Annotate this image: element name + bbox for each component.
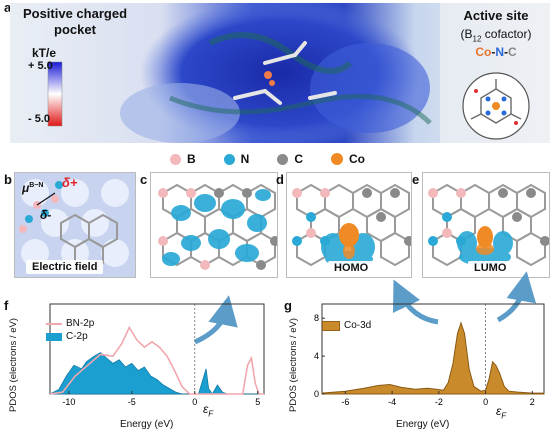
panel-f-ylabel: PDOS (electrons / eV) [8, 318, 19, 412]
panel-g-xtick-label: 2 [530, 397, 535, 407]
panel-g-fermi-symbol: ε [496, 404, 502, 418]
mu-superscript: B−N [29, 182, 44, 189]
panel-f-legend: BN-2p C-2p [46, 318, 94, 342]
cofactor-pre: (B [460, 27, 473, 41]
panel-f-fermi-sub: F [208, 409, 214, 419]
panel-f-xtick-label: -5 [128, 397, 136, 407]
panel-f-xlabel: Energy (eV) [120, 419, 174, 430]
panel-a-image [10, 3, 550, 143]
n-text: N [495, 45, 504, 59]
nitrogen-legend-dot [223, 153, 235, 165]
cofactor-label: (B12 cofactor) [446, 27, 546, 43]
dash-1: - [491, 45, 496, 59]
protein-surface-render [10, 3, 550, 143]
panel-g-ytick-label: 0 [314, 389, 319, 399]
panel-a-label: a [4, 0, 12, 15]
panel-g-xtick-label: -4 [388, 397, 396, 407]
atom-legend: B N C Co [170, 151, 365, 167]
panel-b-label: b [4, 172, 12, 187]
lumo-orbital-render [428, 183, 549, 267]
panel-g-axes-frame [321, 303, 545, 395]
delta-minus: δ- [40, 208, 52, 222]
electric-field-caption: Electric field [26, 260, 104, 274]
legend-c2p-swatch [46, 332, 62, 341]
panel-f-xtick-label: -10 [62, 397, 75, 407]
cobalt-legend-dot [331, 153, 344, 165]
panel-g-xtick-label: -6 [341, 397, 349, 407]
pocket-title-line2: pocket [54, 22, 96, 37]
dipole-mu: μB−N [22, 181, 43, 195]
panel-g-legend: Co-3d [322, 320, 371, 331]
pocket-title: Positive charged pocket [20, 6, 130, 38]
panel-f-fermi-symbol: ε [203, 402, 209, 416]
cofactor-post: cofactor) [481, 27, 532, 41]
panel-f-xtick-label: 0 [192, 397, 197, 407]
cofactor-sub: 12 [472, 34, 482, 44]
carbon-legend-label: C [294, 152, 304, 166]
boron-legend-dot [170, 153, 181, 165]
panel-g-label: g [284, 298, 292, 313]
panel-g-xlabel: Energy (eV) [396, 419, 450, 430]
homo-orbital-render [292, 183, 411, 267]
homo-caption: HOMO [328, 261, 375, 275]
panel-g-fermi: εF [496, 404, 506, 420]
legend-c2p: C-2p [46, 331, 94, 342]
panel-g-xtick-label: 0 [483, 397, 488, 407]
boron-legend-label: B [187, 152, 196, 166]
active-site-title: Active site [463, 8, 529, 23]
arrow-g-right-icon [496, 271, 537, 323]
pocket-title-line1: Positive charged [22, 6, 128, 21]
panel-g-xtick-label: -2 [435, 397, 443, 407]
c2p-series [49, 352, 264, 395]
legend-c2p-label: C-2p [66, 331, 88, 342]
colorbar-max: + 5.0 [28, 60, 53, 72]
mu-symbol: μ [22, 181, 30, 195]
panel-d-label: d [276, 172, 284, 187]
legend-bn2p-label: BN-2p [66, 318, 95, 329]
legend-bn2p: BN-2p [46, 318, 94, 329]
carbon-legend-dot [277, 153, 289, 165]
panel-g-chart: -6 -4 -2 0 2 0 4 8 [314, 303, 545, 407]
colorbar-title: kT/e [32, 46, 57, 60]
panel-g-fermi-sub: F [501, 411, 507, 421]
nitrogen-legend-label: N [240, 152, 250, 166]
charge-density-render [158, 183, 277, 270]
arrow-f-icon [193, 295, 238, 345]
co3d-series [321, 321, 545, 395]
delta-plus: δ+ [62, 175, 78, 190]
dash-2: - [504, 45, 508, 59]
panel-g-ytick-label: 8 [314, 313, 319, 323]
cobalt-legend-label: Co [349, 152, 366, 166]
legend-co3d-swatch [322, 320, 340, 331]
bn2p-series [49, 325, 264, 395]
lumo-caption: LUMO [468, 261, 513, 275]
panel-d-image [286, 172, 412, 278]
legend-bn2p-swatch [46, 322, 62, 325]
colorbar-min: - 5.0 [28, 113, 51, 125]
co-text: Co [475, 45, 492, 59]
panel-g-ytick-label: 4 [314, 351, 319, 361]
c-text: C [508, 45, 517, 59]
panel-f-xtick-label: 5 [255, 397, 260, 407]
arrow-g-left-icon [392, 279, 439, 325]
panel-c-label: c [140, 172, 148, 187]
co-n-c-label: Co-N-C [446, 45, 546, 59]
panel-f-label: f [4, 298, 9, 313]
panel-e-image [422, 172, 550, 278]
panel-c-image [150, 172, 278, 278]
panel-f-chart: -10 -5 0 5 [49, 303, 265, 407]
legend-co3d-label: Co-3d [344, 320, 372, 331]
panel-f-fermi: εF [203, 402, 213, 418]
panel-e-label: e [412, 172, 420, 187]
panel-g-ylabel: PDOS (electrons / eV) [288, 318, 299, 412]
